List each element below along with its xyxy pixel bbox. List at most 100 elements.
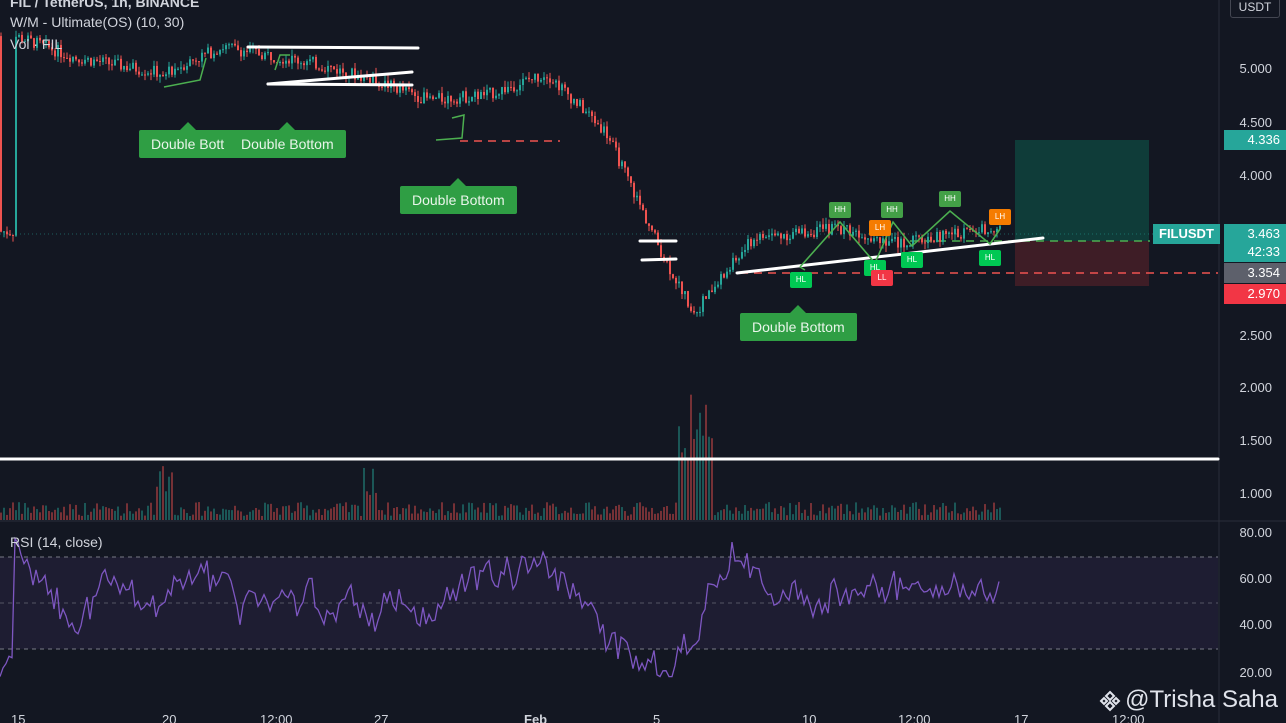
- volume-legend[interactable]: Vol · FIL: [10, 36, 63, 52]
- candle-body: [630, 176, 632, 183]
- candle-body: [408, 87, 410, 90]
- candle-body: [261, 55, 263, 60]
- volume-bar: [924, 504, 926, 520]
- volume-bar: [612, 509, 614, 520]
- double-bottom-label[interactable]: Double Bottom: [400, 178, 517, 214]
- volume-bar: [525, 507, 527, 520]
- candle-body: [888, 241, 890, 246]
- volume-bar: [768, 502, 770, 520]
- double-bottom-label[interactable]: Double Bott: [139, 122, 237, 158]
- rsi-legend[interactable]: RSI (14, close): [10, 534, 103, 550]
- candle-body: [249, 47, 251, 53]
- volume-bar: [366, 491, 368, 520]
- time-tick: 12:00: [1112, 712, 1145, 723]
- indicator-legend[interactable]: W/M - Ultimate(OS) (10, 30): [10, 14, 185, 30]
- volume-bar: [69, 504, 71, 520]
- candlesticks: [0, 30, 1001, 317]
- candle-body: [600, 124, 602, 133]
- candle-body: [72, 56, 74, 62]
- volume-bar: [261, 515, 263, 520]
- volume-bar: [435, 513, 437, 520]
- take-profit-zone[interactable]: [1015, 140, 1149, 241]
- volume-bar: [288, 505, 290, 520]
- candle-body: [432, 96, 434, 100]
- candle-body: [63, 57, 65, 59]
- candle-body: [876, 237, 878, 239]
- volume-bar: [465, 512, 467, 520]
- volume-bar: [246, 514, 248, 520]
- swing-label: HH: [939, 191, 961, 207]
- candle-body: [111, 64, 113, 66]
- candle-body: [585, 111, 587, 113]
- candle-body: [108, 57, 110, 65]
- volume-bar: [624, 511, 626, 520]
- candle-body: [540, 79, 542, 82]
- candle-body: [90, 57, 92, 66]
- volume-bar: [780, 506, 782, 520]
- volume-bar: [444, 515, 446, 520]
- volume-bar: [342, 506, 344, 520]
- stop-loss-zone[interactable]: [1015, 241, 1149, 286]
- candle-body: [396, 86, 398, 93]
- volume-bar: [81, 515, 83, 520]
- volume-bar: [459, 513, 461, 520]
- candle-body: [564, 84, 566, 88]
- volume-bar: [627, 515, 629, 520]
- volume-bar: [396, 507, 398, 520]
- candle-body: [507, 86, 509, 93]
- volume-bar: [330, 508, 332, 520]
- double-bottom-label[interactable]: Double Bottom: [740, 305, 857, 341]
- volume-bar: [402, 508, 404, 520]
- candle-body: [315, 56, 317, 69]
- volume-bar: [33, 506, 35, 520]
- swing-label: LH: [869, 220, 891, 236]
- candle-body: [36, 37, 38, 48]
- candle-body: [510, 86, 512, 88]
- volume-bar: [453, 503, 455, 520]
- candle-body: [93, 59, 95, 66]
- candle-body: [414, 92, 416, 97]
- trendlines[interactable]: [0, 45, 1220, 461]
- price-tick: 2.000: [1239, 380, 1272, 395]
- candle-body: [450, 95, 452, 102]
- volume-bar: [231, 510, 233, 520]
- volume-bar: [186, 512, 188, 520]
- candle-body: [993, 231, 995, 233]
- volume-bar: [582, 513, 584, 520]
- double-bottom-label[interactable]: Double Bottom: [229, 122, 346, 158]
- volume-bar: [933, 505, 935, 520]
- candle-body: [135, 62, 137, 72]
- candle-body: [24, 41, 26, 43]
- volume-bar: [321, 515, 323, 520]
- candle-body: [417, 96, 419, 102]
- candle-body: [615, 141, 617, 148]
- currency-button[interactable]: USDT: [1230, 0, 1280, 18]
- volume-bar: [990, 512, 992, 520]
- volume-bar: [954, 502, 956, 520]
- candle-body: [237, 45, 239, 51]
- candle-body: [675, 277, 677, 284]
- swing-label: HL: [790, 272, 812, 288]
- volume-bar: [174, 514, 176, 520]
- volume-bar: [882, 507, 884, 520]
- candle-body: [426, 92, 428, 98]
- volume-bar: [39, 512, 41, 520]
- candle-body: [234, 43, 236, 46]
- candle-body: [984, 224, 986, 235]
- candle-body: [942, 230, 944, 242]
- volume-bar: [501, 515, 503, 520]
- volume-bar: [138, 508, 140, 520]
- volume-bar: [810, 503, 812, 520]
- candle-body: [777, 233, 779, 236]
- candle-body: [528, 77, 530, 80]
- candle-body: [795, 228, 797, 233]
- volume-bar: [684, 448, 686, 520]
- volume-bar: [480, 512, 482, 520]
- time-tick: Feb: [524, 712, 548, 723]
- volume-bar: [354, 504, 356, 520]
- candle-body: [210, 47, 212, 59]
- candle-body: [546, 77, 548, 79]
- candle-body: [504, 87, 506, 93]
- chart-title[interactable]: FIL / TetherUS, 1h, BINANCE: [10, 0, 200, 10]
